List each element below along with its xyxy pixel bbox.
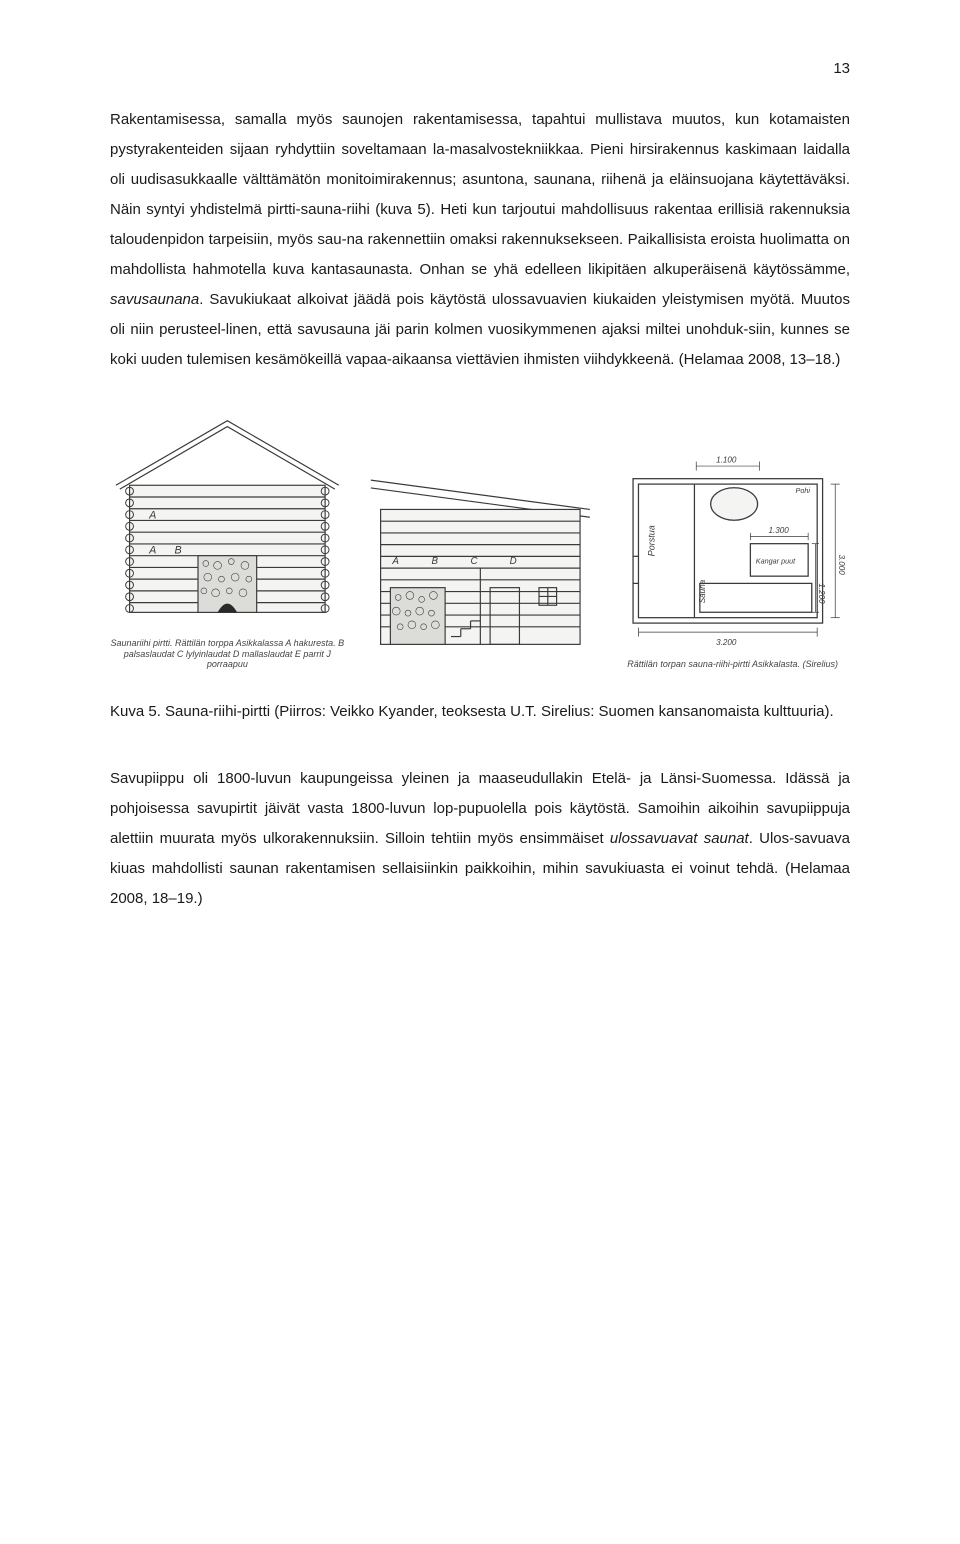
label2-B: B: [431, 557, 438, 568]
label2-A: A: [391, 557, 399, 568]
label-pohi: Pohi: [796, 486, 811, 495]
paragraph-1: Rakentamisessa, samalla myös saunojen ra…: [110, 105, 850, 375]
figure-row: A A B Saunariihi pirtti. Rättilän torppa…: [110, 409, 850, 670]
fig2-svg: A B C D: [363, 441, 598, 666]
page: 13 Rakentamisessa, samalla myös saunojen…: [0, 0, 960, 984]
label2-C: C: [470, 557, 478, 568]
dim-1100: 1.100: [716, 455, 737, 464]
label-sauna: Sauna: [699, 579, 708, 603]
figure-panel-1: A A B Saunariihi pirtti. Rättilän torppa…: [110, 409, 345, 670]
label2-D: D: [509, 557, 516, 568]
paragraph-2: Savupiippu oli 1800-luvun kaupungeissa y…: [110, 764, 850, 914]
dim-1200: 1.200: [817, 583, 826, 604]
fig1-svg: A A B: [110, 409, 345, 634]
fig1-caption: Saunariihi pirtti. Rättilän torppa Asikk…: [110, 638, 345, 670]
label-A2: A: [148, 545, 156, 557]
dim-3000: 3.000: [837, 554, 846, 575]
fig3-caption: Rättilän torpan sauna-riihi-pirtti Asikk…: [627, 659, 838, 670]
page-number: 13: [110, 60, 850, 77]
dim-3200: 3.200: [716, 638, 737, 647]
figure-panel-3: 1.100 3.000 1.300: [615, 448, 850, 670]
label-B: B: [175, 545, 182, 557]
dim-1300: 1.300: [769, 526, 790, 535]
figure-panel-2: A B C D: [363, 441, 598, 670]
fig3-svg: 1.100 3.000 1.300: [615, 448, 850, 656]
label-porstua: Porstua: [647, 525, 657, 556]
figure-caption: Kuva 5. Sauna-riihi-pirtti (Piirros: Vei…: [110, 700, 850, 723]
label-kangar: Kangar puut: [756, 556, 796, 565]
label-A: A: [148, 510, 156, 522]
